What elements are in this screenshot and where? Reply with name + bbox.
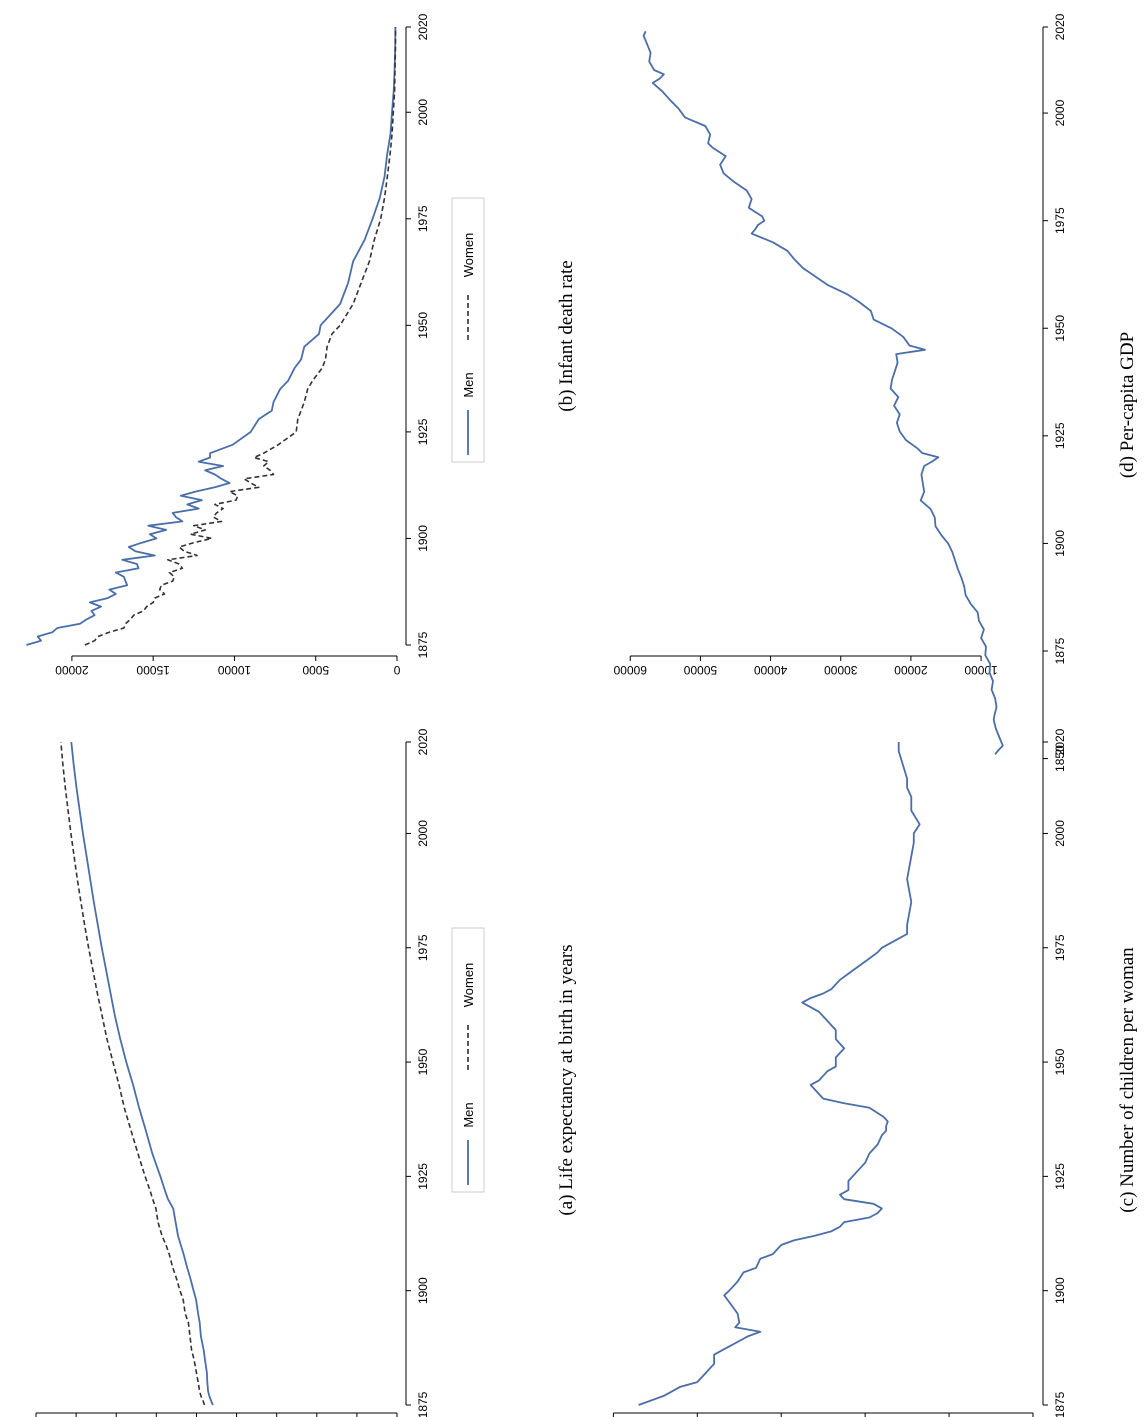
- panel-infant-death-rate: 1875 1900 1925 1950 1975 2000 2020 0 5000 10000 15…: [26, 13, 577, 677]
- year-tick-label: 1900: [416, 1277, 430, 1304]
- legend-label-women: Women: [461, 233, 476, 278]
- series-line-women: [60, 741, 206, 1406]
- value-tick-label: 10000: [964, 663, 998, 677]
- caption-c: (c) Number of children per woman: [1117, 947, 1138, 1213]
- tick-group: 1875 1900 1925 1950 1975 2000 2020 0 5000 10000 15…: [55, 13, 430, 677]
- year-tick-label: 1925: [1053, 422, 1067, 449]
- year-tick-label: 2020: [1053, 13, 1067, 40]
- year-tick-label: 2020: [416, 728, 430, 755]
- year-tick-label: 1925: [416, 418, 430, 445]
- series-line-women: [84, 26, 397, 646]
- series-line-main: [638, 742, 921, 1406]
- year-tick-label: 1950: [1053, 1048, 1067, 1075]
- value-tick-label: 15000: [136, 663, 170, 677]
- year-tick-label: 1975: [416, 205, 430, 232]
- panel-per-capita-gdp: 1850 1875 1900 1925 1950 1975 2000 2020 10000 200…: [613, 13, 1138, 772]
- panel-children-per-woman: 1875190019251950197520002020012345 (c) N…: [612, 728, 1138, 1417]
- year-tick-label: 1925: [1053, 1163, 1067, 1190]
- year-tick-label: 1975: [1053, 207, 1067, 234]
- legend: Men Women: [451, 927, 485, 1193]
- year-tick-label: 1875: [1053, 637, 1067, 664]
- year-tick-label: 2000: [416, 820, 430, 847]
- year-tick-label: 1875: [1053, 1391, 1067, 1417]
- year-tick-label: 1875: [416, 631, 430, 658]
- value-tick-label: 5000: [302, 663, 329, 677]
- series-line-men: [70, 741, 214, 1406]
- value-tick-label: 50000: [683, 663, 717, 677]
- year-tick-label: 1950: [416, 1048, 430, 1075]
- value-tick-label: 20000: [55, 663, 89, 677]
- series-group: [642, 30, 1004, 755]
- legend-label-men: Men: [461, 372, 476, 397]
- legend-box: [451, 927, 485, 1193]
- legend-label-men: Men: [461, 1102, 476, 1127]
- legend-box: [451, 197, 485, 463]
- year-tick-label: 2000: [1053, 99, 1067, 126]
- year-tick-label: 1925: [416, 1163, 430, 1190]
- year-tick-label: 1975: [416, 934, 430, 961]
- value-tick-label: 40000: [754, 663, 788, 677]
- year-tick-label: 1900: [416, 525, 430, 552]
- tick-group: 1875190019251950197520002020010203040506…: [35, 728, 430, 1417]
- year-tick-label: 2000: [1053, 820, 1067, 847]
- caption-a: (a) Life expectancy at birth in years: [556, 944, 577, 1215]
- year-tick-label: 1900: [1053, 530, 1067, 557]
- year-tick-label: 1850: [1053, 745, 1067, 772]
- value-tick-label: 60000: [613, 663, 647, 677]
- year-tick-label: 1900: [1053, 1277, 1067, 1304]
- caption-b: (b) Infant death rate: [556, 260, 577, 411]
- series-line-main: [642, 30, 1004, 755]
- year-tick-label: 1950: [1053, 315, 1067, 342]
- tick-group: 1875190019251950197520002020012345: [612, 728, 1067, 1417]
- year-tick-label: 2020: [416, 13, 430, 40]
- year-tick-label: 1975: [1053, 934, 1067, 961]
- value-tick-label: 0: [393, 663, 400, 677]
- series-line-men: [26, 26, 397, 646]
- panel-life-expectancy: 1875190019251950197520002020010203040506…: [35, 728, 577, 1417]
- year-tick-label: 1875: [416, 1391, 430, 1417]
- year-tick-label: 1950: [416, 312, 430, 339]
- legend-label-women: Women: [461, 963, 476, 1008]
- value-tick-label: 20000: [894, 663, 928, 677]
- series-group: [638, 742, 921, 1406]
- caption-d: (d) Per-capita GDP: [1117, 332, 1138, 478]
- year-tick-label: 2020: [1053, 728, 1067, 755]
- value-tick-label: 30000: [824, 663, 858, 677]
- tick-group: 1850 1875 1900 1925 1950 1975 2000 2020 10000 200…: [613, 13, 1067, 772]
- series-group: [26, 26, 397, 646]
- year-tick-label: 2000: [416, 99, 430, 126]
- legend: Men Women: [451, 197, 485, 463]
- value-tick-label: 10000: [217, 663, 251, 677]
- series-group: [60, 741, 214, 1406]
